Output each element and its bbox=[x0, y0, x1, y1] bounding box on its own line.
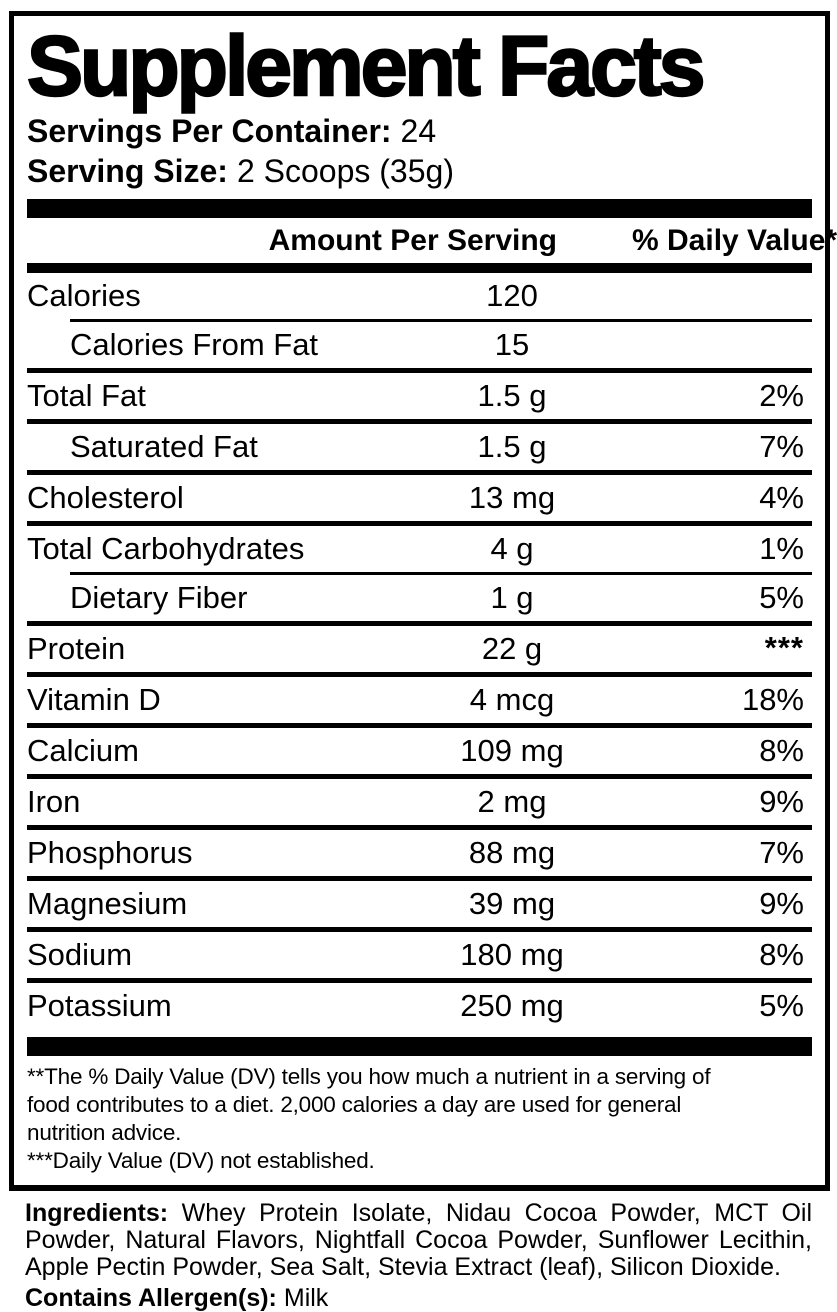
nutrient-amount: 4 g bbox=[490, 531, 534, 566]
nutrient-dv: 8% bbox=[759, 733, 804, 768]
nutrient-name: Iron bbox=[27, 784, 81, 819]
ingredients-label: Ingredients: bbox=[25, 1199, 169, 1227]
table-row-sodium: Sodium 180 mg 8% bbox=[27, 932, 812, 978]
table-row-calories-from-fat: Calories From Fat 15 bbox=[27, 322, 812, 368]
nutrient-dv: 9% bbox=[759, 886, 804, 921]
table-row-saturated-fat: Saturated Fat 1.5 g 7% bbox=[27, 424, 812, 470]
nutrient-dv: 9% bbox=[759, 784, 804, 819]
nutrient-name: Magnesium bbox=[27, 886, 188, 921]
nutrient-amount: 109 mg bbox=[460, 733, 564, 768]
nutrient-dv: 5% bbox=[759, 988, 804, 1023]
header-divider bbox=[27, 263, 812, 273]
allergens-label: Contains Allergen(s): bbox=[25, 1284, 277, 1312]
nutrient-amount: 22 g bbox=[481, 631, 543, 666]
nutrient-amount: 15 bbox=[494, 327, 530, 362]
nutrient-dv: 8% bbox=[759, 937, 804, 972]
nutrient-amount: 120 bbox=[486, 278, 538, 313]
row-divider bbox=[27, 419, 812, 424]
daily-value-header: % Daily Value** bbox=[632, 223, 837, 257]
nutrient-amount: 39 mg bbox=[468, 886, 556, 921]
row-divider bbox=[27, 621, 812, 626]
footnote-line: **The % Daily Value (DV) tells you how m… bbox=[27, 1064, 711, 1089]
nutrient-dv: 4% bbox=[759, 480, 804, 515]
table-row-cholesterol: Cholesterol 13 mg 4% bbox=[27, 475, 812, 521]
nutrient-name: Calories bbox=[27, 278, 141, 313]
thick-divider-top bbox=[27, 199, 812, 218]
row-divider bbox=[27, 774, 812, 779]
servings-per-container-value: 24 bbox=[400, 113, 437, 149]
serving-size: Serving Size: 2 Scoops (35g) bbox=[27, 151, 812, 191]
nutrient-dv: *** bbox=[764, 630, 804, 665]
table-row-phosphorus: Phosphorus 88 mg 7% bbox=[27, 830, 812, 876]
serving-size-value: 2 Scoops (35g) bbox=[236, 153, 454, 189]
nutrient-dv: 7% bbox=[759, 429, 804, 464]
row-divider bbox=[27, 368, 812, 373]
nutrient-name: Dietary Fiber bbox=[70, 580, 248, 615]
row-divider bbox=[27, 927, 812, 932]
nutrient-amount: 180 mg bbox=[460, 937, 564, 972]
panel-title: Supplement Facts bbox=[26, 19, 707, 113]
nutrient-dv: 5% bbox=[759, 580, 804, 615]
row-divider bbox=[27, 672, 812, 677]
table-row-calories: Calories 120 bbox=[27, 273, 812, 319]
supplement-facts-panel: Supplement Facts Servings Per Container:… bbox=[9, 11, 837, 1191]
allergens-value: Milk bbox=[283, 1284, 329, 1312]
nutrient-dv: 2% bbox=[759, 378, 804, 413]
table-row-magnesium: Magnesium 39 mg 9% bbox=[27, 881, 812, 927]
amount-per-serving-header: Amount Per Serving bbox=[268, 223, 557, 257]
nutrient-amount: 4 mcg bbox=[469, 682, 555, 717]
nutrient-name: Protein bbox=[27, 631, 126, 666]
table-row-total-fat: Total Fat 1.5 g 2% bbox=[27, 373, 812, 419]
nutrient-name: Calories From Fat bbox=[70, 327, 319, 362]
nutrient-name: Total Carbohydrates bbox=[27, 531, 305, 566]
nutrient-name: Cholesterol bbox=[27, 480, 184, 515]
footnote-line: nutrition advice. bbox=[27, 1120, 182, 1145]
table-row-dietary-fiber: Dietary Fiber 1 g 5% bbox=[27, 575, 812, 621]
nutrient-name: Phosphorus bbox=[27, 835, 193, 870]
nutrient-name: Vitamin D bbox=[27, 682, 161, 717]
nutrient-name: Calcium bbox=[27, 733, 139, 768]
table-row-total-carbohydrates: Total Carbohydrates 4 g 1% bbox=[27, 526, 812, 572]
row-divider bbox=[27, 876, 812, 881]
row-divider bbox=[27, 521, 812, 526]
row-divider bbox=[27, 978, 812, 983]
row-divider-indented bbox=[70, 572, 812, 575]
nutrient-name: Saturated Fat bbox=[70, 429, 258, 464]
table-row-protein: Protein 22 g *** bbox=[27, 626, 812, 672]
nutrient-name: Potassium bbox=[27, 988, 172, 1023]
ingredients-paragraph: Ingredients: Whey Protein Isolate, Nidau… bbox=[25, 1200, 812, 1281]
servings-per-container: Servings Per Container: 24 bbox=[27, 111, 812, 151]
nutrient-dv: 18% bbox=[741, 682, 804, 717]
footnotes: **The % Daily Value (DV) tells you how m… bbox=[27, 1063, 812, 1183]
serving-size-label: Serving Size: bbox=[27, 153, 228, 189]
table-row-iron: Iron 2 mg 9% bbox=[27, 779, 812, 825]
nutrient-amount: 1 g bbox=[490, 580, 534, 615]
nutrient-name: Total Fat bbox=[27, 378, 146, 413]
nutrient-amount: 13 mg bbox=[468, 480, 556, 515]
row-divider bbox=[27, 723, 812, 728]
table-row-calcium: Calcium 109 mg 8% bbox=[27, 728, 812, 774]
row-divider bbox=[27, 470, 812, 475]
footnote-line: food contributes to a diet. 2,000 calori… bbox=[27, 1092, 682, 1117]
nutrient-amount: 2 mg bbox=[477, 784, 547, 819]
row-divider-indented bbox=[70, 319, 812, 322]
nutrient-amount: 1.5 g bbox=[477, 429, 547, 464]
nutrient-amount: 250 mg bbox=[460, 988, 564, 1023]
row-divider bbox=[27, 825, 812, 830]
nutrient-dv: 1% bbox=[759, 531, 804, 566]
table-header-row: Amount Per Serving % Daily Value** bbox=[27, 218, 837, 263]
servings-per-container-label: Servings Per Container: bbox=[27, 113, 392, 149]
nutrient-amount: 1.5 g bbox=[477, 378, 547, 413]
allergens-line: Contains Allergen(s): Milk bbox=[25, 1284, 825, 1312]
table-row-potassium: Potassium 250 mg 5% bbox=[27, 983, 812, 1029]
nutrient-name: Sodium bbox=[27, 937, 133, 972]
footnote-line: ***Daily Value (DV) not established. bbox=[27, 1148, 375, 1173]
nutrient-amount: 88 mg bbox=[468, 835, 556, 870]
nutrient-dv: 7% bbox=[759, 835, 804, 870]
table-row-vitamin-d: Vitamin D 4 mcg 18% bbox=[27, 677, 812, 723]
thick-divider-bottom bbox=[27, 1037, 812, 1056]
